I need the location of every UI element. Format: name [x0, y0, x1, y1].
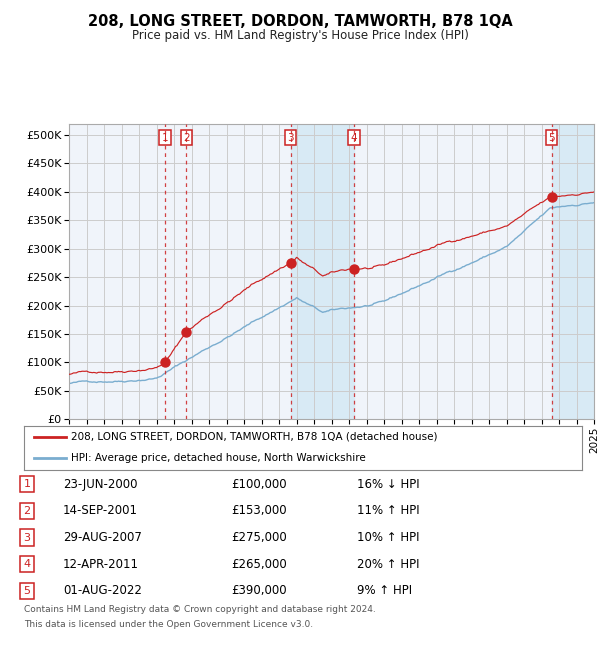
- Text: £153,000: £153,000: [231, 504, 287, 517]
- Text: HPI: Average price, detached house, North Warwickshire: HPI: Average price, detached house, Nort…: [71, 452, 366, 463]
- Text: 11% ↑ HPI: 11% ↑ HPI: [357, 504, 419, 517]
- Text: This data is licensed under the Open Government Licence v3.0.: This data is licensed under the Open Gov…: [24, 620, 313, 629]
- Text: 4: 4: [23, 559, 31, 569]
- Text: 16% ↓ HPI: 16% ↓ HPI: [357, 478, 419, 491]
- Text: 4: 4: [350, 133, 357, 143]
- Text: 29-AUG-2007: 29-AUG-2007: [63, 531, 142, 544]
- Text: 1: 1: [23, 479, 31, 489]
- Text: £100,000: £100,000: [231, 478, 287, 491]
- Text: 5: 5: [23, 586, 31, 596]
- Text: 3: 3: [23, 532, 31, 543]
- Text: 9% ↑ HPI: 9% ↑ HPI: [357, 584, 412, 597]
- Text: 20% ↑ HPI: 20% ↑ HPI: [357, 558, 419, 571]
- Text: 2: 2: [183, 133, 190, 143]
- Text: £390,000: £390,000: [231, 584, 287, 597]
- Text: 12-APR-2011: 12-APR-2011: [63, 558, 139, 571]
- Text: Price paid vs. HM Land Registry's House Price Index (HPI): Price paid vs. HM Land Registry's House …: [131, 29, 469, 42]
- Text: 5: 5: [548, 133, 555, 143]
- Text: 23-JUN-2000: 23-JUN-2000: [63, 478, 137, 491]
- Text: 2: 2: [23, 506, 31, 516]
- Text: 1: 1: [161, 133, 168, 143]
- Text: 10% ↑ HPI: 10% ↑ HPI: [357, 531, 419, 544]
- Text: 3: 3: [287, 133, 294, 143]
- Text: 208, LONG STREET, DORDON, TAMWORTH, B78 1QA (detached house): 208, LONG STREET, DORDON, TAMWORTH, B78 …: [71, 432, 438, 442]
- Bar: [551, 124, 594, 419]
- Text: Contains HM Land Registry data © Crown copyright and database right 2024.: Contains HM Land Registry data © Crown c…: [24, 605, 376, 614]
- Bar: [290, 124, 354, 419]
- Text: 14-SEP-2001: 14-SEP-2001: [63, 504, 138, 517]
- Text: 208, LONG STREET, DORDON, TAMWORTH, B78 1QA: 208, LONG STREET, DORDON, TAMWORTH, B78 …: [88, 14, 512, 29]
- Text: 01-AUG-2022: 01-AUG-2022: [63, 584, 142, 597]
- Text: £265,000: £265,000: [231, 558, 287, 571]
- Text: £275,000: £275,000: [231, 531, 287, 544]
